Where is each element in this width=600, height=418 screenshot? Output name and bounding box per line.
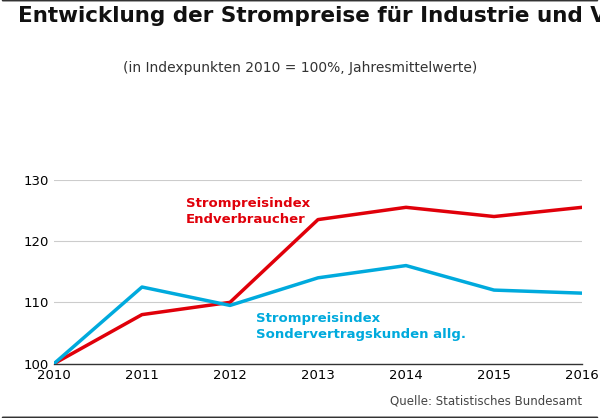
Text: Entwicklung der Strompreise für Industrie und Verbraucher: Entwicklung der Strompreise für Industri… xyxy=(18,6,600,26)
Text: (in Indexpunkten 2010 = 100%, Jahresmittelwerte): (in Indexpunkten 2010 = 100%, Jahresmitt… xyxy=(123,61,477,74)
Text: Strompreisindex
Sondervertragskunden allg.: Strompreisindex Sondervertragskunden all… xyxy=(256,311,466,341)
Text: Quelle: Statistisches Bundesamt: Quelle: Statistisches Bundesamt xyxy=(390,395,582,408)
Text: Strompreisindex
Endverbraucher: Strompreisindex Endverbraucher xyxy=(186,197,310,226)
